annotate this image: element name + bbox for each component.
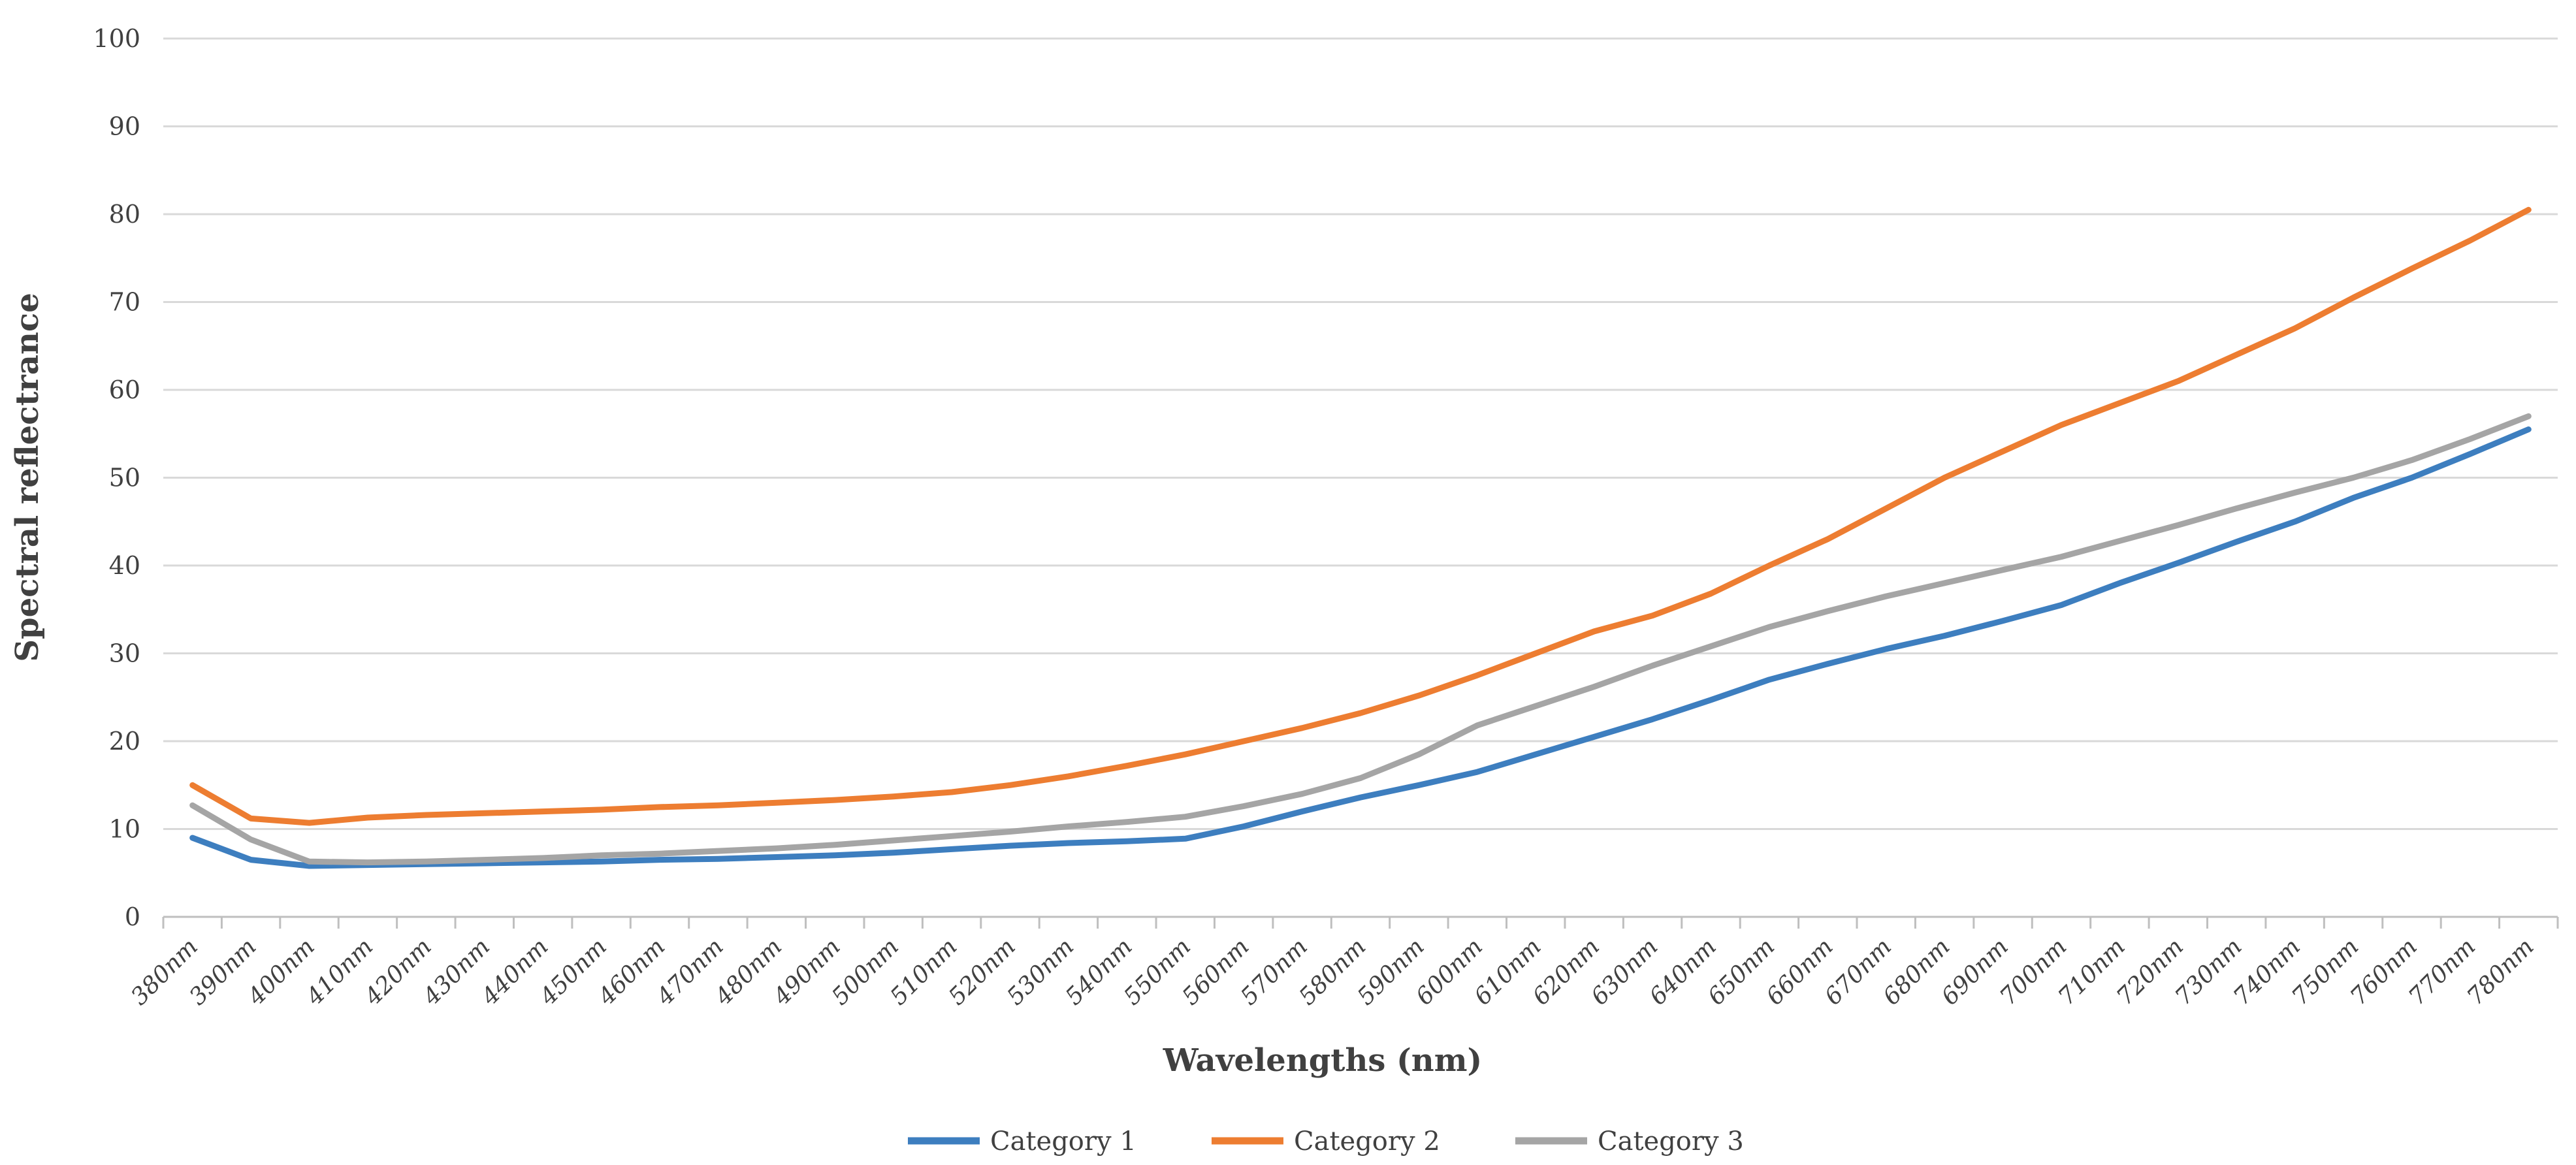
y-axis-title: Spectral reflectrance	[9, 293, 46, 662]
series-line-category-3	[189, 413, 2532, 866]
svg-text:20: 20	[109, 727, 140, 756]
svg-text:780nm: 780nm	[2462, 933, 2539, 1010]
legend-label-category-1: Category 1	[990, 1126, 1136, 1157]
data-series-lines	[189, 206, 2532, 869]
svg-text:10: 10	[109, 815, 140, 844]
svg-text:70: 70	[109, 288, 140, 317]
svg-text:80: 80	[109, 200, 140, 229]
svg-text:50: 50	[109, 464, 140, 492]
x-axis-title: Wavelengths (nm)	[1163, 1042, 1482, 1079]
svg-text:0: 0	[125, 902, 140, 931]
series-line-category-1	[189, 426, 2532, 869]
y-axis-tick-labels: 0 10 20 30 40 50 60 70 80 90 100	[93, 24, 140, 931]
legend-item-category-2: Category 2	[1212, 1126, 1440, 1157]
axis-lines	[162, 916, 2559, 929]
svg-text:100: 100	[93, 24, 140, 53]
gridlines	[163, 37, 2558, 830]
svg-text:30: 30	[109, 639, 140, 668]
svg-text:90: 90	[109, 112, 140, 141]
svg-text:40: 40	[109, 551, 140, 580]
legend-label-category-2: Category 2	[1294, 1126, 1440, 1157]
legend-item-category-1: Category 1	[908, 1126, 1136, 1157]
x-axis-tick-labels: 380nm390nm400nm410nm420nm430nm440nm450nm…	[126, 933, 2539, 1011]
legend-item-category-3: Category 3	[1515, 1126, 1744, 1157]
legend: Category 1 Category 2 Category 3	[908, 1126, 1744, 1157]
legend-label-category-3: Category 3	[1598, 1126, 1744, 1157]
series-line-category-2	[189, 206, 2532, 826]
svg-text:60: 60	[109, 375, 140, 404]
